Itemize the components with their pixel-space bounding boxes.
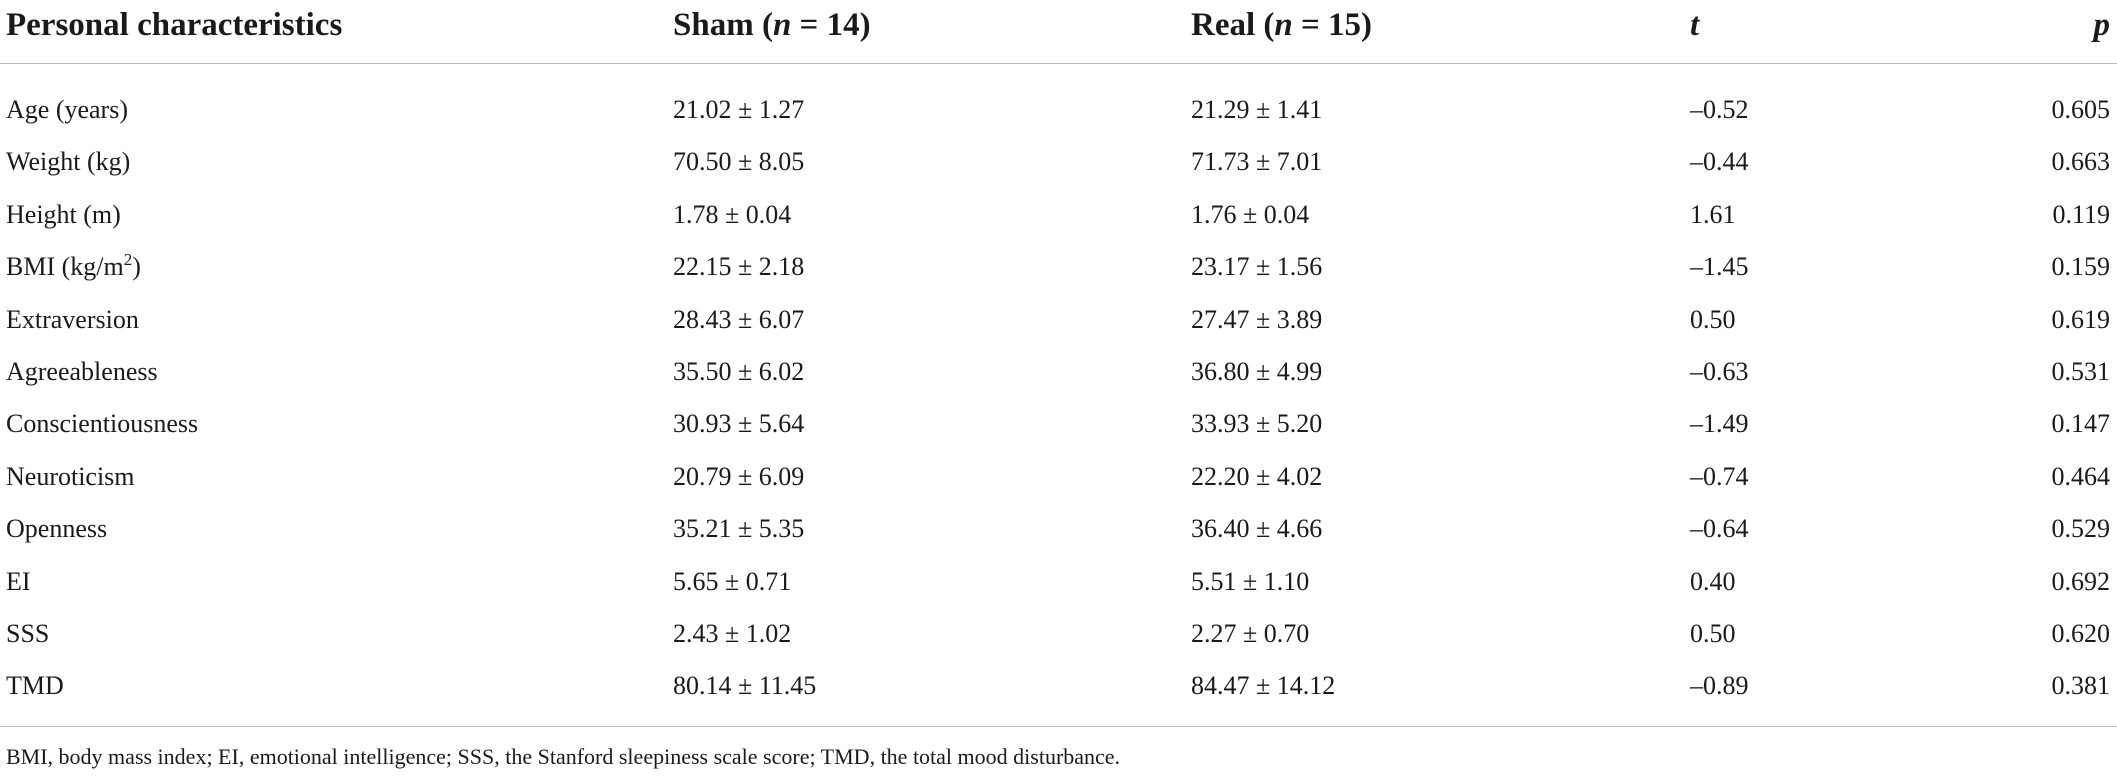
row-p: 0.147: [2051, 409, 2111, 439]
row-real: 5.51 ± 1.10: [1191, 566, 1310, 596]
row-p: 0.531: [2051, 356, 2111, 386]
header-divider: [0, 63, 2117, 64]
row-p: 0.663: [2051, 147, 2111, 177]
row-t: 0.40: [1690, 566, 1736, 596]
row-name: Extraversion: [6, 304, 139, 334]
row-name: Weight (kg): [6, 147, 131, 177]
row-real: 36.80 ± 4.99: [1191, 356, 1323, 386]
row-name-close: ): [132, 252, 141, 282]
row-p: 0.620: [2051, 618, 2111, 648]
row-t: –0.64: [1690, 514, 1749, 544]
table-row: Openness 35.21 ± 5.35 36.40 ± 4.66 –0.64…: [0, 503, 2117, 555]
row-real: 33.93 ± 5.20: [1191, 409, 1323, 439]
row-name: BMI (kg/m2): [6, 241, 141, 293]
row-real: 84.47 ± 14.12: [1191, 671, 1336, 701]
row-sham: 2.43 ± 1.02: [673, 618, 792, 648]
row-real: 71.73 ± 7.01: [1191, 147, 1323, 177]
table-row: BMI (kg/m2) 22.15 ± 2.18 23.17 ± 1.56 –1…: [0, 241, 2117, 293]
header-sham-prefix: Sham (: [673, 7, 773, 43]
row-sham: 28.43 ± 6.07: [673, 304, 805, 334]
row-real: 21.29 ± 1.41: [1191, 95, 1323, 124]
row-p: 0.692: [2051, 566, 2111, 596]
row-t: –0.89: [1690, 671, 1749, 701]
header-sham-n: n: [772, 7, 792, 43]
row-t: –0.52: [1690, 95, 1749, 124]
row-p: 0.119: [2052, 199, 2110, 229]
table-row: SSS 2.43 ± 1.02 2.27 ± 0.70 0.50 0.620: [0, 608, 2117, 660]
row-real: 2.27 ± 0.70: [1191, 618, 1310, 648]
row-sham: 35.50 ± 6.02: [673, 356, 805, 386]
row-name: Openness: [6, 514, 108, 544]
row-real: 36.40 ± 4.66: [1191, 514, 1323, 544]
table-row: Extraversion 28.43 ± 6.07 27.47 ± 3.89 0…: [0, 294, 2117, 346]
row-name: Height (m): [6, 199, 121, 229]
row-sham: 21.02 ± 1.27: [673, 95, 805, 124]
row-p: 0.381: [2051, 671, 2111, 701]
row-sham: 1.78 ± 0.04: [673, 199, 792, 229]
row-sham: 80.14 ± 11.45: [673, 671, 817, 701]
row-t: 1.61: [1690, 199, 1736, 229]
row-name: Agreeableness: [6, 356, 158, 386]
row-sham: 30.93 ± 5.64: [673, 409, 805, 439]
table-row: EI 5.65 ± 0.71 5.51 ± 1.10 0.40 0.692: [0, 556, 2117, 608]
row-sham: 5.65 ± 0.71: [673, 566, 792, 596]
row-name: SSS: [6, 618, 50, 648]
table-header: Personal characteristics Sham (n = 14) R…: [0, 0, 2117, 64]
header-p: p: [2093, 7, 2111, 43]
row-real: 27.47 ± 3.89: [1191, 304, 1323, 334]
table-row: Agreeableness 35.50 ± 6.02 36.80 ± 4.99 …: [0, 346, 2117, 398]
header-t: t: [1690, 7, 1700, 43]
table-row: Age (years) 21.02 ± 1.27 21.29 ± 1.41 –0…: [0, 84, 2117, 136]
row-name-text: BMI (kg/m: [6, 252, 124, 282]
row-name: TMD: [6, 671, 64, 701]
header-real-n: n: [1274, 7, 1293, 43]
table-body: Age (years) 21.02 ± 1.27 21.29 ± 1.41 –0…: [0, 84, 2117, 713]
row-sham: 70.50 ± 8.05: [673, 147, 805, 177]
row-t: –0.63: [1690, 356, 1749, 386]
header-sham: Sham (n = 14): [673, 3, 871, 47]
row-name-superscript: 2: [123, 250, 133, 270]
table-row: Height (m) 1.78 ± 0.04 1.76 ± 0.04 1.61 …: [0, 189, 2117, 241]
row-t: –1.45: [1690, 252, 1749, 282]
row-p: 0.159: [2051, 252, 2111, 282]
header-real-prefix: Real (: [1191, 7, 1275, 43]
row-real: 23.17 ± 1.56: [1191, 252, 1323, 282]
row-name: EI: [6, 566, 31, 596]
table-row: Conscientiousness 30.93 ± 5.64 33.93 ± 5…: [0, 398, 2117, 450]
row-t: 0.50: [1690, 618, 1736, 648]
row-t: 0.50: [1690, 304, 1736, 334]
table-row: TMD 80.14 ± 11.45 84.47 ± 14.12 –0.89 0.…: [0, 660, 2117, 712]
row-p: 0.529: [2051, 514, 2111, 544]
row-t: –1.49: [1690, 409, 1749, 439]
row-name: Age (years): [6, 95, 128, 124]
table-footnote: BMI, body mass index; EI, emotional inte…: [6, 744, 1121, 769]
row-p: 0.619: [2051, 304, 2111, 334]
row-sham: 22.15 ± 2.18: [673, 252, 805, 282]
row-t: –0.44: [1690, 147, 1749, 177]
row-name: Conscientiousness: [6, 409, 199, 439]
header-real-suffix: = 15): [1292, 7, 1373, 43]
row-p: 0.605: [2051, 95, 2111, 124]
row-p: 0.464: [2051, 461, 2111, 491]
header-sham-suffix: = 14): [791, 7, 871, 43]
header-real: Real (n = 15): [1191, 3, 1372, 47]
table-row: Neuroticism 20.79 ± 6.09 22.20 ± 4.02 –0…: [0, 451, 2117, 503]
header-characteristics: Personal characteristics: [6, 7, 343, 43]
table-row: Weight (kg) 70.50 ± 8.05 71.73 ± 7.01 –0…: [0, 136, 2117, 188]
row-sham: 35.21 ± 5.35: [673, 514, 805, 544]
row-name: Neuroticism: [6, 461, 135, 491]
row-t: –0.74: [1690, 461, 1749, 491]
row-real: 1.76 ± 0.04: [1191, 199, 1310, 229]
row-sham: 20.79 ± 6.09: [673, 461, 805, 491]
table-bottom-rule: [0, 726, 2117, 727]
row-real: 22.20 ± 4.02: [1191, 461, 1323, 491]
